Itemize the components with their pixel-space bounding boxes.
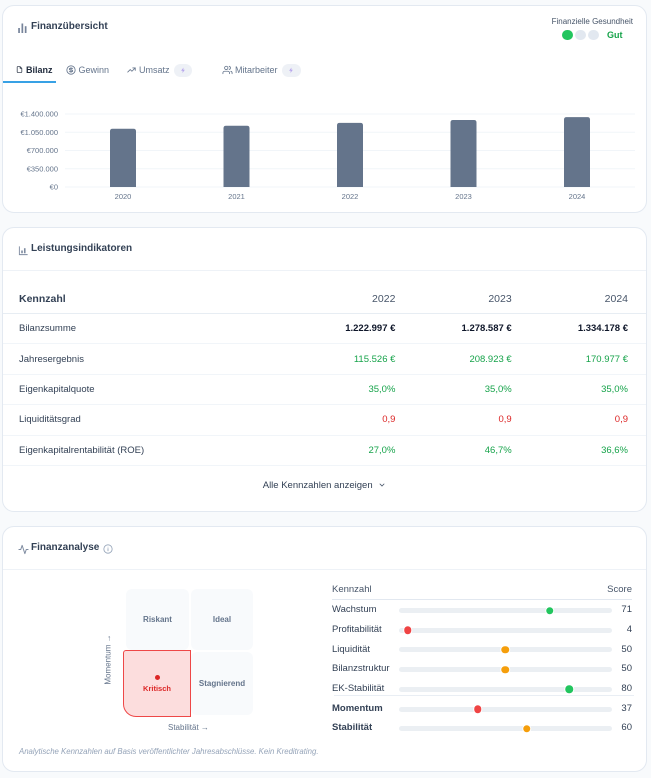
svg-text:€700.000: €700.000 [27, 146, 58, 155]
svg-text:€1.400.000: €1.400.000 [20, 110, 58, 119]
svg-text:2021: 2021 [228, 192, 245, 201]
svg-text:2022: 2022 [342, 192, 359, 201]
svg-text:€1.050.000: €1.050.000 [20, 128, 58, 137]
svg-text:€350.000: €350.000 [27, 164, 58, 173]
svg-text:2020: 2020 [115, 192, 132, 201]
svg-text:2024: 2024 [569, 192, 586, 201]
svg-text:€0: €0 [50, 183, 58, 192]
svg-text:2023: 2023 [455, 192, 472, 201]
